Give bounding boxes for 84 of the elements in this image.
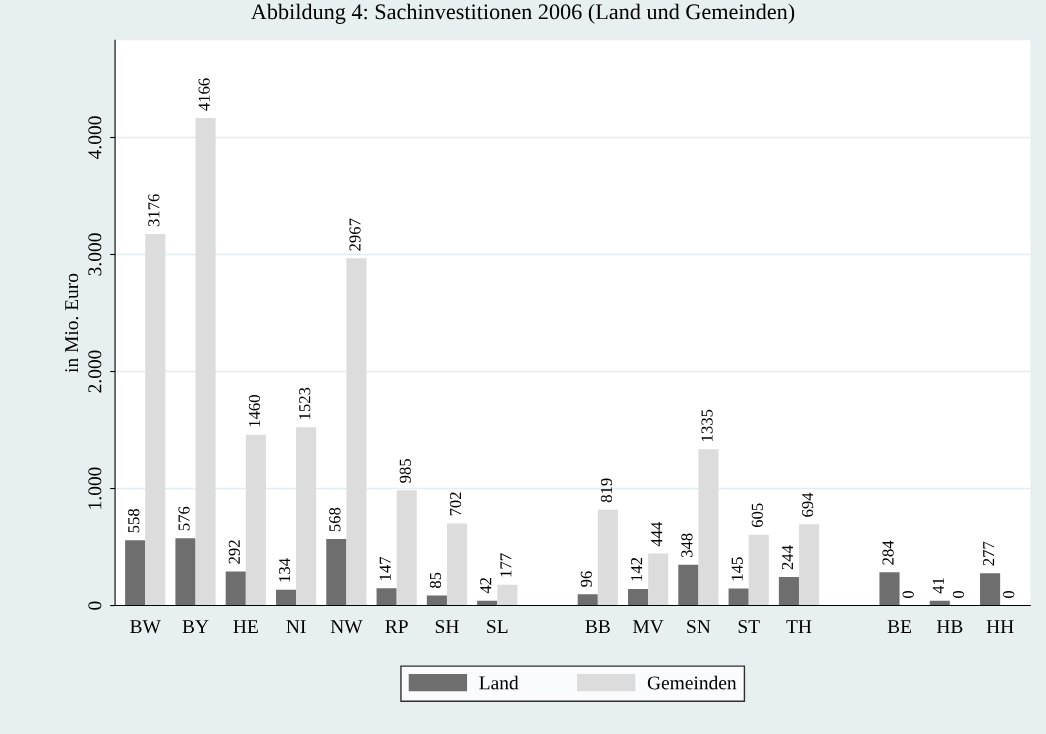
data-label: 576 [178, 506, 190, 531]
y-tick-label: 4.000 [88, 116, 102, 159]
bar [245, 434, 266, 606]
bar [426, 595, 447, 606]
y-tick-label: 0 [88, 601, 102, 610]
bar [497, 584, 518, 606]
bar [175, 538, 196, 606]
x-tick-label: BW [130, 620, 161, 634]
legend-label: Land [479, 675, 519, 690]
bar [798, 524, 820, 606]
bar [326, 539, 347, 606]
x-tick-label: NI [286, 620, 306, 633]
bar [980, 573, 1001, 606]
legend-label: Gemeinden [647, 675, 737, 690]
bar [628, 588, 649, 606]
x-tick-label: SN [687, 620, 711, 634]
bar [728, 588, 749, 606]
data-label: 694 [802, 492, 814, 517]
bar [698, 449, 719, 606]
y-axis-title: in Mio. Euro [65, 273, 79, 373]
data-label: 277 [983, 541, 995, 566]
data-label: 444 [651, 521, 663, 547]
data-label: 3176 [148, 194, 160, 227]
data-label: 985 [399, 459, 411, 483]
bar [577, 594, 598, 606]
x-tick-label: NW [330, 620, 363, 634]
data-label: 41 [932, 578, 944, 594]
bar [597, 509, 618, 606]
y-tick-label: 2.000 [88, 350, 102, 393]
data-label: 147 [379, 556, 391, 580]
data-label: 605 [751, 503, 763, 528]
data-label: 1523 [299, 387, 311, 419]
x-tick-label: BE [887, 620, 912, 633]
bar [678, 564, 699, 606]
bar [648, 553, 669, 606]
data-label: 348 [681, 533, 693, 558]
data-label: 42 [480, 577, 492, 594]
bar [748, 534, 769, 606]
bar [275, 589, 297, 606]
data-label: 96 [580, 571, 592, 587]
data-label: 702 [449, 492, 462, 516]
data-label: 4166 [198, 78, 210, 111]
data-label: 244 [781, 545, 793, 570]
bar [225, 571, 246, 606]
bar [396, 490, 417, 606]
bar [346, 258, 367, 606]
data-label: 134 [279, 558, 291, 582]
bar [145, 233, 166, 606]
bar [778, 577, 799, 606]
data-label: 568 [329, 507, 341, 532]
data-label: 284 [882, 540, 894, 565]
x-tick-label: MV [633, 620, 664, 634]
bar [125, 540, 146, 606]
x-tick-label: SH [435, 620, 459, 634]
bar [446, 523, 468, 606]
y-tick-label: 1.000 [88, 467, 102, 509]
x-tick-label: ST [738, 620, 760, 634]
data-label: 85 [429, 572, 442, 589]
x-tick-label: SL [487, 620, 508, 634]
chart-title: Abbildung 4: Sachinvestitionen 2006 (Land und Gemeinden) [251, 3, 795, 24]
data-label: 0 [902, 590, 914, 598]
x-tick-label: HB [936, 620, 963, 633]
y-tick-label: 3.000 [88, 233, 102, 276]
data-label: 0 [952, 590, 965, 598]
x-tick-label: RP [385, 620, 408, 633]
data-label: 177 [500, 553, 512, 577]
data-label: 292 [228, 540, 240, 564]
x-tick-label: BY [182, 620, 209, 633]
data-label: 1460 [248, 395, 261, 427]
x-tick-label: TH [786, 620, 812, 633]
bar [195, 118, 216, 606]
data-label: 819 [600, 478, 613, 503]
bar [879, 572, 900, 606]
bar [376, 588, 397, 606]
x-tick-label: HE [233, 620, 258, 633]
bar [296, 427, 317, 606]
data-label: 558 [128, 508, 140, 533]
data-label: 142 [631, 557, 643, 581]
data-label: 0 [1003, 590, 1015, 598]
data-label: 145 [731, 557, 743, 581]
data-label: 1335 [701, 409, 713, 441]
x-tick-label: HH [986, 620, 1014, 633]
x-tick-label: BB [585, 620, 610, 633]
data-label: 2967 [349, 218, 361, 251]
